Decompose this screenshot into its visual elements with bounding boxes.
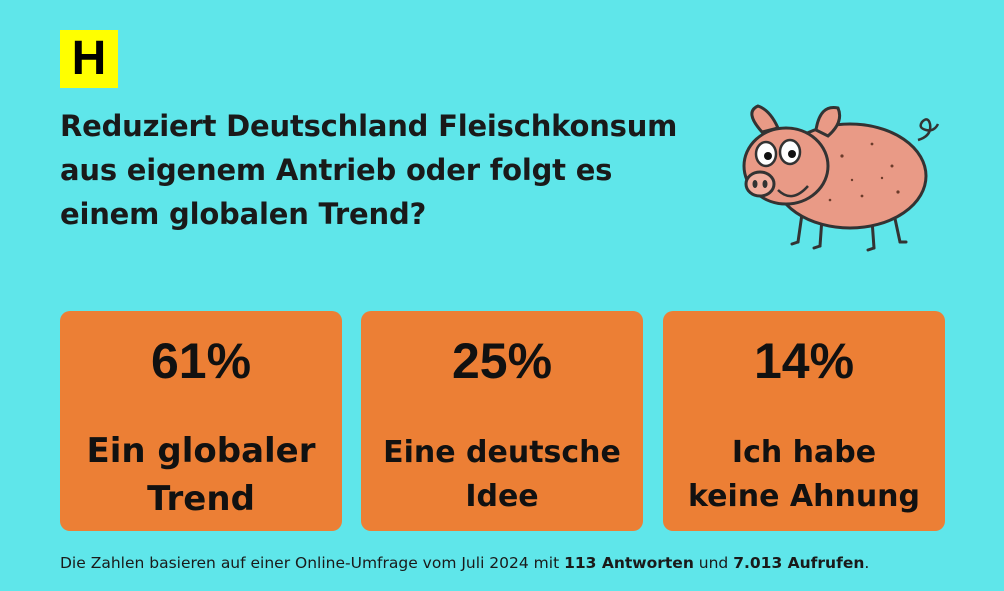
result-card-no-idea: 14% Ich habe keine Ahnung xyxy=(663,311,945,531)
results-row: 61% Ein globaler Trend 25% Eine deutsche… xyxy=(60,311,946,531)
question-line-3: einem globalen Trend? xyxy=(60,197,427,231)
logo: H xyxy=(60,30,118,88)
result-label-line-1: Ich habe xyxy=(731,435,877,470)
result-label-line-2: keine Ahnung xyxy=(687,479,921,514)
poll-question: Reduziert Deutschland Fleischkonsum aus … xyxy=(60,104,720,236)
question-line-1: Reduziert Deutschland Fleischkonsum xyxy=(60,109,678,143)
logo-letter: H xyxy=(71,32,107,85)
result-label-line-2: Trend xyxy=(147,479,255,519)
survey-footnote: Die Zahlen basieren auf einer Online-Umf… xyxy=(60,554,869,572)
footnote-suffix: . xyxy=(864,554,870,572)
result-label-line-2: Idee xyxy=(465,479,539,514)
result-label-line-1: Ein globaler xyxy=(86,431,316,471)
result-label: Ein globaler Trend xyxy=(68,427,334,523)
footnote-prefix: Die Zahlen basieren auf einer Online-Umf… xyxy=(60,554,565,572)
result-card-global: 61% Ein globaler Trend xyxy=(60,311,342,531)
result-percent: 25% xyxy=(451,333,553,389)
result-card-german: 25% Eine deutsche Idee xyxy=(361,311,643,531)
result-label: Ich habe keine Ahnung xyxy=(671,431,937,519)
result-label-line-1: Eine deutsche xyxy=(383,435,621,470)
footnote-middle: und xyxy=(693,554,734,572)
pig-icon xyxy=(742,104,940,252)
result-label: Eine deutsche Idee xyxy=(369,431,635,519)
footnote-views: 7.013 Aufrufen xyxy=(733,554,865,572)
question-line-2: aus eigenem Antrieb oder folgt es xyxy=(60,153,613,187)
result-percent: 14% xyxy=(753,333,855,389)
footnote-answers: 113 Antworten xyxy=(564,554,694,572)
result-percent: 61% xyxy=(150,333,252,389)
